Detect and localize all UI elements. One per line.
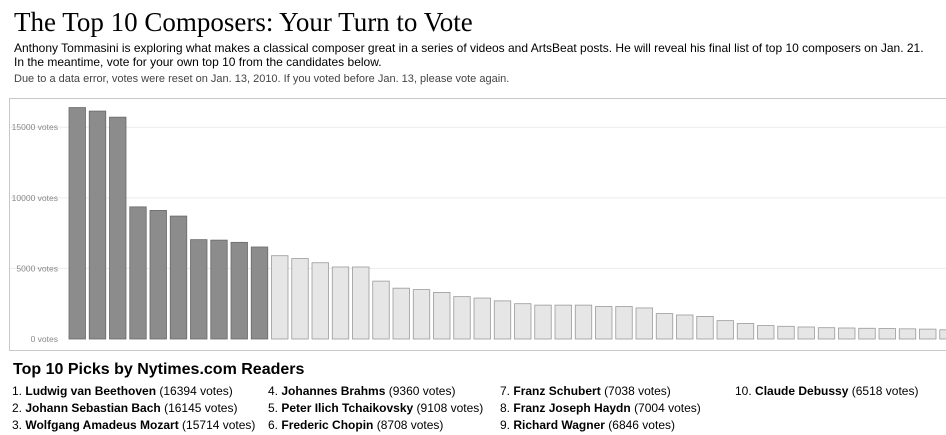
pick-item-10: 10. Claude Debussy (6518 votes)	[735, 384, 919, 398]
bar-23	[514, 303, 532, 340]
y-tick-label: 10000 votes	[12, 193, 58, 203]
bar-7	[190, 239, 208, 340]
bar-31	[676, 314, 694, 340]
bar-40	[858, 327, 876, 340]
intro-line-1: Anthony Tommasini is exploring what make…	[14, 41, 924, 55]
bar-5	[149, 210, 167, 340]
bar-35	[757, 325, 775, 340]
bar-16	[372, 280, 390, 340]
bar-29	[635, 307, 653, 340]
bar-30	[655, 313, 674, 340]
pick-item-1: 1. Ludwig van Beethoven (16394 votes)	[12, 384, 233, 398]
bar-38	[817, 327, 836, 340]
pick-item-7: 7. Franz Schubert (7038 votes)	[500, 384, 671, 398]
y-tick-label: 5000 votes	[16, 263, 58, 273]
bar-8	[210, 239, 228, 340]
bar-1	[68, 107, 86, 340]
bar-32	[696, 316, 714, 340]
bar-17	[392, 287, 410, 340]
bar-44	[939, 329, 946, 340]
bar-36	[777, 325, 795, 340]
intro-text: Anthony Tommasini is exploring what make…	[14, 41, 946, 69]
pick-item-9: 9. Richard Wagner (6846 votes)	[500, 418, 675, 432]
bar-9	[230, 241, 248, 340]
bar-18	[412, 289, 431, 340]
bar-15	[352, 266, 370, 340]
bar-20	[453, 296, 471, 340]
bar-24	[534, 304, 552, 340]
bar-14	[331, 266, 350, 340]
pick-item-6: 6. Frederic Chopin (8708 votes)	[268, 418, 444, 432]
pick-item-3: 3. Wolfgang Amadeus Mozart (15714 votes)	[12, 418, 256, 432]
bar-10	[250, 246, 269, 340]
bar-33	[716, 320, 734, 340]
bar-43	[919, 328, 937, 340]
intro-line-2: In the meantime, vote for your own top 1…	[14, 55, 382, 69]
bar-28	[615, 306, 633, 340]
bar-21	[473, 297, 491, 340]
page-title: The Top 10 Composers: Your Turn to Vote	[14, 7, 473, 37]
y-tick-label: 0 votes	[31, 334, 58, 344]
pick-item-5: 5. Peter Ilich Tchaikovsky (9108 votes)	[268, 401, 484, 415]
bar-26	[574, 304, 593, 340]
bar-12	[291, 258, 309, 340]
pick-item-2: 2. Johann Sebastian Bach (16145 votes)	[12, 401, 238, 415]
bar-37	[797, 326, 815, 340]
vote-chart: 0 votes 5000 votes 10000 votes 15000 votes	[9, 98, 946, 351]
top-picks-heading: Top 10 Picks by Nytimes.com Readers	[13, 361, 305, 378]
bar-39	[838, 327, 856, 340]
pick-item-8: 8. Franz Joseph Haydn (7004 votes)	[500, 401, 701, 415]
bar-25	[554, 304, 572, 340]
bar-13	[311, 262, 329, 340]
bar-11	[271, 255, 289, 340]
data-error-note: Due to a data error, votes were reset on…	[14, 73, 510, 85]
bar-4	[129, 206, 147, 340]
bar-2	[88, 110, 107, 340]
y-tick-label: 15000 votes	[12, 122, 58, 132]
bar-34	[736, 323, 755, 340]
vote-bar-chart: 0 votes 5000 votes 10000 votes 15000 votes	[10, 107, 946, 344]
bar-22	[493, 300, 512, 340]
bar-6	[169, 215, 188, 340]
bar-41	[878, 328, 896, 340]
bar-42	[898, 328, 917, 340]
pick-item-4: 4. Johannes Brahms (9360 votes)	[268, 384, 456, 398]
bar-3	[109, 116, 127, 340]
bar-19	[433, 292, 451, 340]
bar-27	[595, 306, 613, 340]
